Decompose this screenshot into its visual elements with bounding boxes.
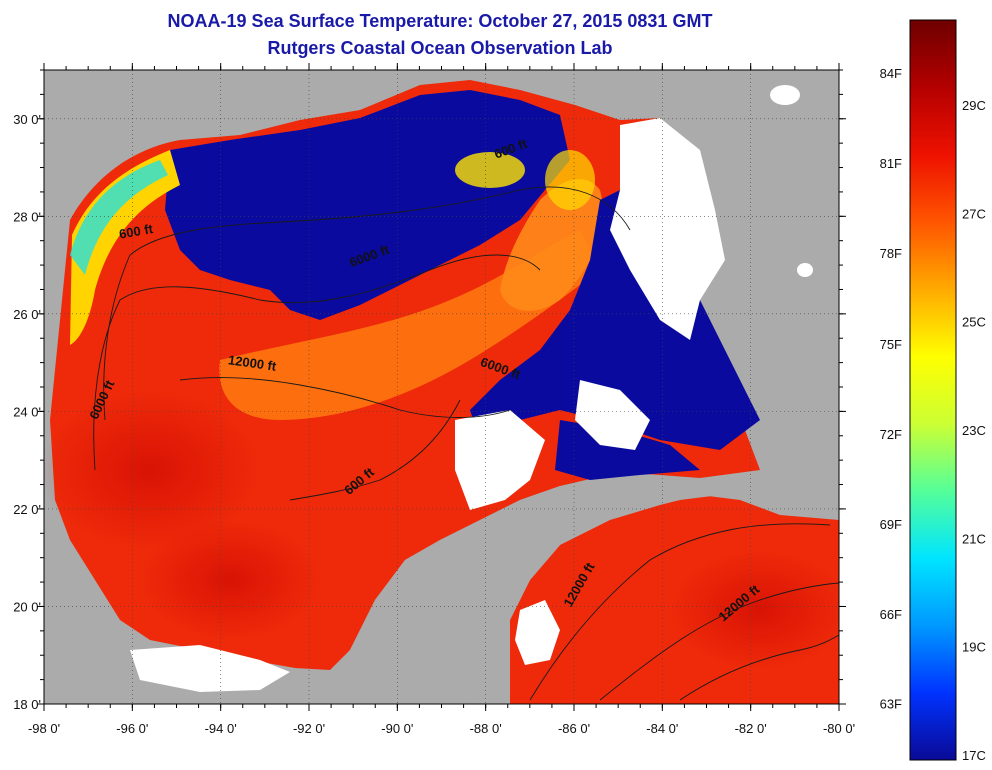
texas-coastal-cyan [70,160,168,275]
texas-coastal-gradient [70,150,180,345]
colorbar-celsius-label: 23C [962,423,986,438]
colorbar-fahrenheit-label: 78F [880,246,902,261]
cloud-mask-south [130,645,290,692]
cloud-mask-florida [610,118,725,340]
y-tick-label: 26 0' [13,307,41,322]
y-tick-label: 18 0' [13,697,41,712]
contour-600ft-south [289,399,461,501]
warm-core-campeche [140,520,320,640]
colorbar-celsius-label: 25C [962,315,986,330]
x-tick-label: -90 0' [381,721,413,736]
colorbar-celsius-label: 17C [962,748,986,763]
bathymetry-contours [93,186,839,701]
y-tick-label: 30 0' [13,112,41,127]
cloud-mask-caribbean [515,600,560,665]
colorbar-ramp [909,19,957,761]
axis-tick-labels: -98 0' -96 0' -94 0' -92 0' -90 0' -88 0' -86 … [13,112,855,736]
axis-ticks [37,63,846,711]
yellow-patch [545,150,595,210]
colorbar-fahrenheit-label: 75F [880,337,902,352]
yucatan-land [330,486,575,704]
x-tick-label: -88 0' [470,721,502,736]
x-tick-label: -86 0' [558,721,590,736]
x-tick-label: -96 0' [116,721,148,736]
cold-east-band [470,180,760,450]
y-tick-label: 22 0' [13,502,41,517]
contour-6000ft [93,254,541,471]
colorbar-fahrenheit-label: 69F [880,517,902,532]
contour-12000ft [179,377,511,418]
y-tick-label: 20 0' [13,599,41,614]
warm-core-caribbean [670,550,839,670]
contour-label: 600 ft [118,221,155,242]
contour-label: 12000 ft [227,352,278,374]
lat-lon-grid [44,70,839,704]
colorbar-fahrenheit-label: 81F [880,156,902,171]
colorbar-celsius-label: 29C [962,98,986,113]
map-title: NOAA-19 Sea Surface Temperature: October… [167,11,713,31]
cloud-speck [797,263,813,277]
colorbar-fahrenheit-label: 66F [880,607,902,622]
loop-current-orange [500,179,603,311]
x-tick-label: -98 0' [28,721,60,736]
x-tick-label: -94 0' [205,721,237,736]
x-tick-label: -92 0' [293,721,325,736]
cloud-mask-east [575,380,650,450]
colorbar-fahrenheit-label: 63F [880,697,902,712]
colorbar-fahrenheit-labels: 84F 81F 78F 75F 72F 69F 66F 63F [880,66,902,712]
x-tick-label: -84 0' [646,721,678,736]
contour-caribbean-a [529,523,831,701]
colorbar-celsius-label: 27C [962,206,986,221]
contour-600ft [103,186,631,421]
colorbar-celsius-labels: 29C 27C 25C 23C 21C 19C 17C [962,98,986,763]
x-tick-label: -80 0' [823,721,855,736]
warm-core-west [44,390,260,550]
cloud-speck [770,85,800,105]
colorbar-fahrenheit-label: 72F [880,427,902,442]
map-subtitle: Rutgers Coastal Ocean Observation Lab [267,38,613,58]
x-tick-label: -82 0' [735,721,767,736]
cloud-mask-yucatan [455,410,545,510]
colorbar-celsius-label: 21C [962,531,986,546]
colorbar-celsius-label: 19C [962,640,986,655]
colorbar: 84F 81F 78F 75F 72F 69F 66F 63F 29C 27C 25C 23C 21C… [880,19,986,763]
y-tick-label: 24 0' [13,404,41,419]
contour-caribbean-b [599,582,839,701]
y-tick-label: 28 0' [13,209,41,224]
contour-caribbean-c [679,634,839,701]
colorbar-fahrenheit-label: 84F [880,66,902,81]
yellow-patch [455,152,525,188]
cold-north-shelf [165,90,570,320]
cuba-land [645,473,839,515]
